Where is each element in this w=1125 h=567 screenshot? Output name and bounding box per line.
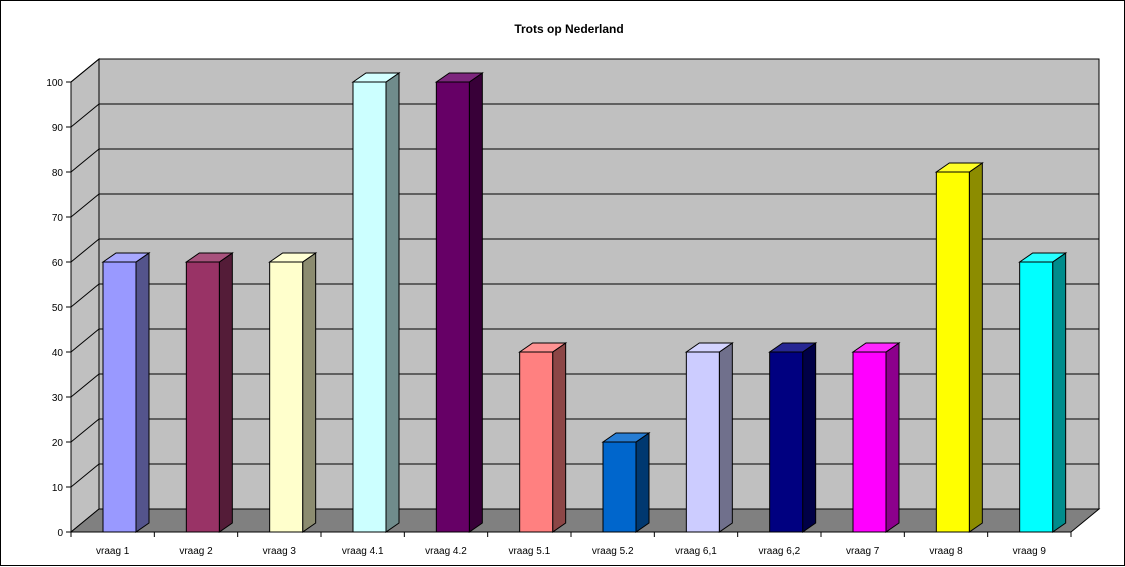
bar-side <box>1052 252 1067 533</box>
bar-side <box>385 72 400 533</box>
bar-side <box>468 72 483 533</box>
bar <box>602 441 637 533</box>
bar <box>435 81 470 533</box>
y-tick-label: 50 <box>52 303 64 314</box>
bar <box>352 81 387 533</box>
y-tick-label: 40 <box>52 348 64 359</box>
gridline-side <box>70 328 100 353</box>
bar <box>185 261 220 533</box>
gridline-side <box>70 148 100 173</box>
gridline-side <box>70 283 100 308</box>
chart-title: Trots op Nederland <box>514 22 623 36</box>
x-tick-label: vraag 6,2 <box>758 546 800 557</box>
bar-side <box>302 252 317 533</box>
gridline-side <box>70 103 100 128</box>
x-tick-label: vraag 1 <box>96 546 130 557</box>
y-tick-label: 30 <box>52 393 64 404</box>
bar-side <box>552 342 567 533</box>
x-tick-label: vraag 9 <box>1013 546 1047 557</box>
gridline-side <box>70 418 100 443</box>
y-tick-label: 90 <box>52 123 64 134</box>
bar-side <box>635 432 650 533</box>
gridline-side <box>70 193 100 218</box>
bar-side <box>218 252 233 533</box>
y-tick-label: 70 <box>52 213 64 224</box>
bar <box>935 171 970 533</box>
x-tick-label: vraag 4.1 <box>342 546 384 557</box>
y-tick-label: 80 <box>52 168 64 179</box>
gridline-side <box>70 373 100 398</box>
y-tick-label: 20 <box>52 438 64 449</box>
bar <box>852 351 887 533</box>
y-tick-label: 100 <box>46 78 63 89</box>
x-tick-label: vraag 8 <box>929 546 963 557</box>
x-tick-label: vraag 3 <box>263 546 297 557</box>
bar <box>1019 261 1054 533</box>
bar <box>269 261 304 533</box>
bar <box>685 351 720 533</box>
x-tick-label: vraag 5.1 <box>508 546 550 557</box>
bar-side <box>885 342 900 533</box>
plot-area: 0 10 20 30 40 50 60 70 80 90 100 vraag 1 vraag 2 vraa… <box>46 57 1101 557</box>
bar-side <box>718 342 733 533</box>
bar-side <box>135 252 150 533</box>
bar <box>769 351 804 533</box>
bar <box>519 351 554 533</box>
y-tick-label: 10 <box>52 483 64 494</box>
bar <box>102 261 137 533</box>
gridline-side <box>70 463 100 488</box>
y-tick-label: 0 <box>57 528 63 539</box>
bar-side <box>802 342 817 533</box>
gridline-side <box>70 238 100 263</box>
x-tick-label: vraag 7 <box>846 546 880 557</box>
x-tick-label: vraag 5.2 <box>592 546 634 557</box>
bar-side <box>968 162 983 533</box>
y-tick-label: 60 <box>52 258 64 269</box>
x-tick-label: vraag 2 <box>179 546 213 557</box>
x-tick-label: vraag 4.2 <box>425 546 467 557</box>
gridline-side <box>70 58 100 83</box>
x-tick-label: vraag 6,1 <box>675 546 717 557</box>
